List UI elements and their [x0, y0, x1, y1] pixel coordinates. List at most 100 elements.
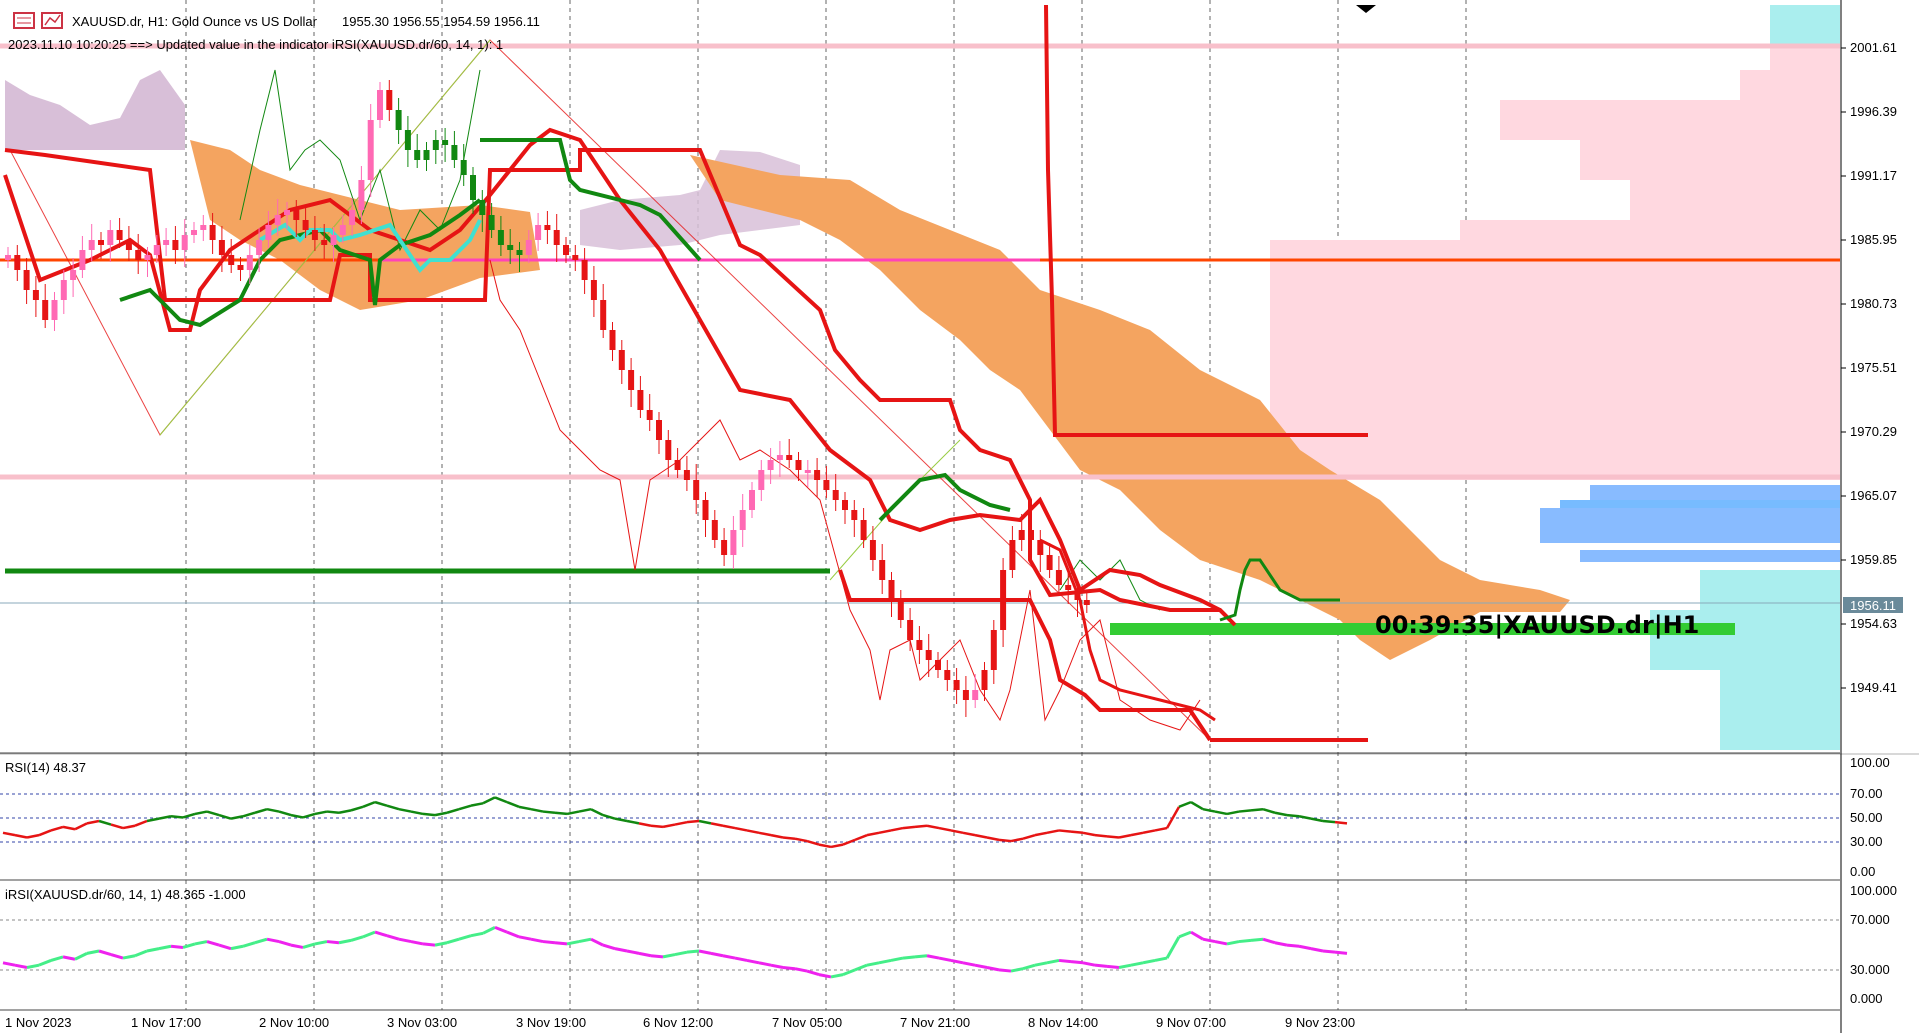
rsi-panel[interactable]: [0, 793, 1840, 849]
rsi-segment: [398, 807, 412, 813]
irsi-segment: [962, 961, 976, 967]
irsi-segment: [1178, 930, 1192, 939]
irsi-segment: [1286, 943, 1300, 948]
rsi-segment: [62, 825, 76, 831]
volume-bar: [1650, 610, 1840, 670]
irsi-panel[interactable]: [0, 919, 1840, 979]
rsi-segment: [542, 810, 556, 814]
irsi-segment: [350, 935, 364, 942]
candle-body: [590, 280, 597, 300]
rsi-segment: [1322, 819, 1336, 824]
candle-body: [1028, 530, 1034, 540]
irsi-segment: [1082, 961, 1096, 967]
irsi-segment: [374, 930, 388, 938]
rsi-segment: [158, 815, 172, 820]
rsi-segment: [170, 815, 184, 819]
candle-body: [618, 350, 625, 370]
irsi-segment: [842, 968, 856, 976]
price-label: 1991.17: [1850, 168, 1897, 183]
candle-body: [749, 490, 755, 510]
candle-body: [711, 520, 718, 540]
irsi-title: iRSI(XAUUSD.dr/60, 14, 1) 48.365 -1.000: [5, 887, 246, 902]
candle-body: [730, 530, 737, 555]
irsi-segment: [98, 949, 112, 956]
rsi-segment: [938, 826, 952, 832]
rsi-segment: [554, 811, 568, 816]
price-label: 1985.95: [1850, 232, 1897, 247]
candle-body: [683, 470, 690, 480]
candle-body: [218, 240, 225, 255]
time-axis[interactable]: 1 Nov 2023 1 Nov 17:00 2 Nov 10:00 3 Nov…: [5, 1015, 1355, 1030]
indicator-icon: [41, 12, 63, 29]
candlestick-series[interactable]: [5, 80, 1090, 717]
irsi-segment: [290, 943, 304, 949]
irsi-segment: [590, 937, 604, 947]
rsi-segment: [770, 833, 784, 839]
irsi-segment: [1094, 963, 1108, 968]
irsi-segment: [74, 952, 88, 961]
rsi-segment: [50, 825, 64, 832]
volume-bar: [1770, 5, 1840, 45]
rsi-segment: [230, 815, 244, 820]
rsi-segment: [974, 833, 988, 839]
candle-body: [962, 690, 969, 700]
rsi-segment: [578, 807, 592, 813]
rsi-segment: [302, 812, 316, 819]
candle-body: [507, 245, 514, 250]
candle-body: [981, 670, 988, 690]
irsi-segment: [734, 956, 748, 962]
time-label: 7 Nov 05:00: [772, 1015, 842, 1030]
rsi-segment: [914, 824, 928, 829]
rsi-segment: [1298, 815, 1312, 820]
candle-body: [432, 140, 439, 150]
price-label: 1975.51: [1850, 360, 1897, 375]
irsi-segment: [422, 942, 436, 947]
main-price-panel[interactable]: 00:39:35|XAUUSD.dr|H1: [0, 0, 1840, 1010]
irsi-segment: [1202, 937, 1216, 944]
rsi-segment: [986, 836, 1000, 842]
irsi-segment: [890, 956, 904, 962]
rsi-segment: [1202, 807, 1216, 813]
rsi-segment: [218, 813, 232, 820]
candle-body: [293, 210, 300, 220]
rsi-segment: [842, 838, 856, 846]
irsi-segment: [62, 955, 76, 961]
rsi-segment: [266, 807, 280, 813]
scroll-marker-icon[interactable]: [1356, 5, 1376, 13]
rsi-segment: [1094, 833, 1108, 838]
candle-body: [935, 660, 941, 670]
rsi-level: 70.00: [1850, 786, 1883, 801]
candle-body: [88, 240, 95, 250]
irsi-segment: [950, 958, 964, 965]
candle-body: [637, 390, 644, 410]
candle-body: [907, 620, 914, 640]
candle-body: [944, 670, 951, 680]
rsi-segment: [290, 813, 304, 819]
rsi-segment: [518, 805, 532, 811]
rsi-segment: [242, 811, 256, 818]
price-axis[interactable]: 2001.61 1996.39 1991.17 1985.95 1980.73 …: [1841, 40, 1903, 695]
irsi-segment: [314, 940, 328, 946]
irsi-segment: [1238, 938, 1252, 944]
rsi-segment: [374, 800, 388, 807]
candle-body: [191, 230, 197, 235]
irsi-segment: [1250, 937, 1264, 942]
irsi-segment: [1070, 960, 1084, 965]
rsi-level: 0.00: [1850, 864, 1875, 879]
rsi-segment: [1010, 837, 1024, 843]
irsi-segment: [470, 931, 484, 938]
irsi-segment: [230, 944, 244, 951]
irsi-segment: [854, 963, 868, 972]
irsi-axis: 100.000 70.000 30.000 0.000: [1850, 883, 1897, 1006]
candle-body: [321, 240, 328, 245]
candle-body: [451, 145, 458, 160]
irsi-segment: [398, 937, 412, 944]
rsi-level: 30.00: [1850, 834, 1883, 849]
rsi-segment: [482, 796, 496, 805]
rsi-segment: [1154, 826, 1168, 832]
candle-body: [265, 225, 272, 240]
candle-body: [51, 300, 58, 320]
irsi-segment: [782, 966, 796, 971]
irsi-segment: [182, 942, 196, 949]
